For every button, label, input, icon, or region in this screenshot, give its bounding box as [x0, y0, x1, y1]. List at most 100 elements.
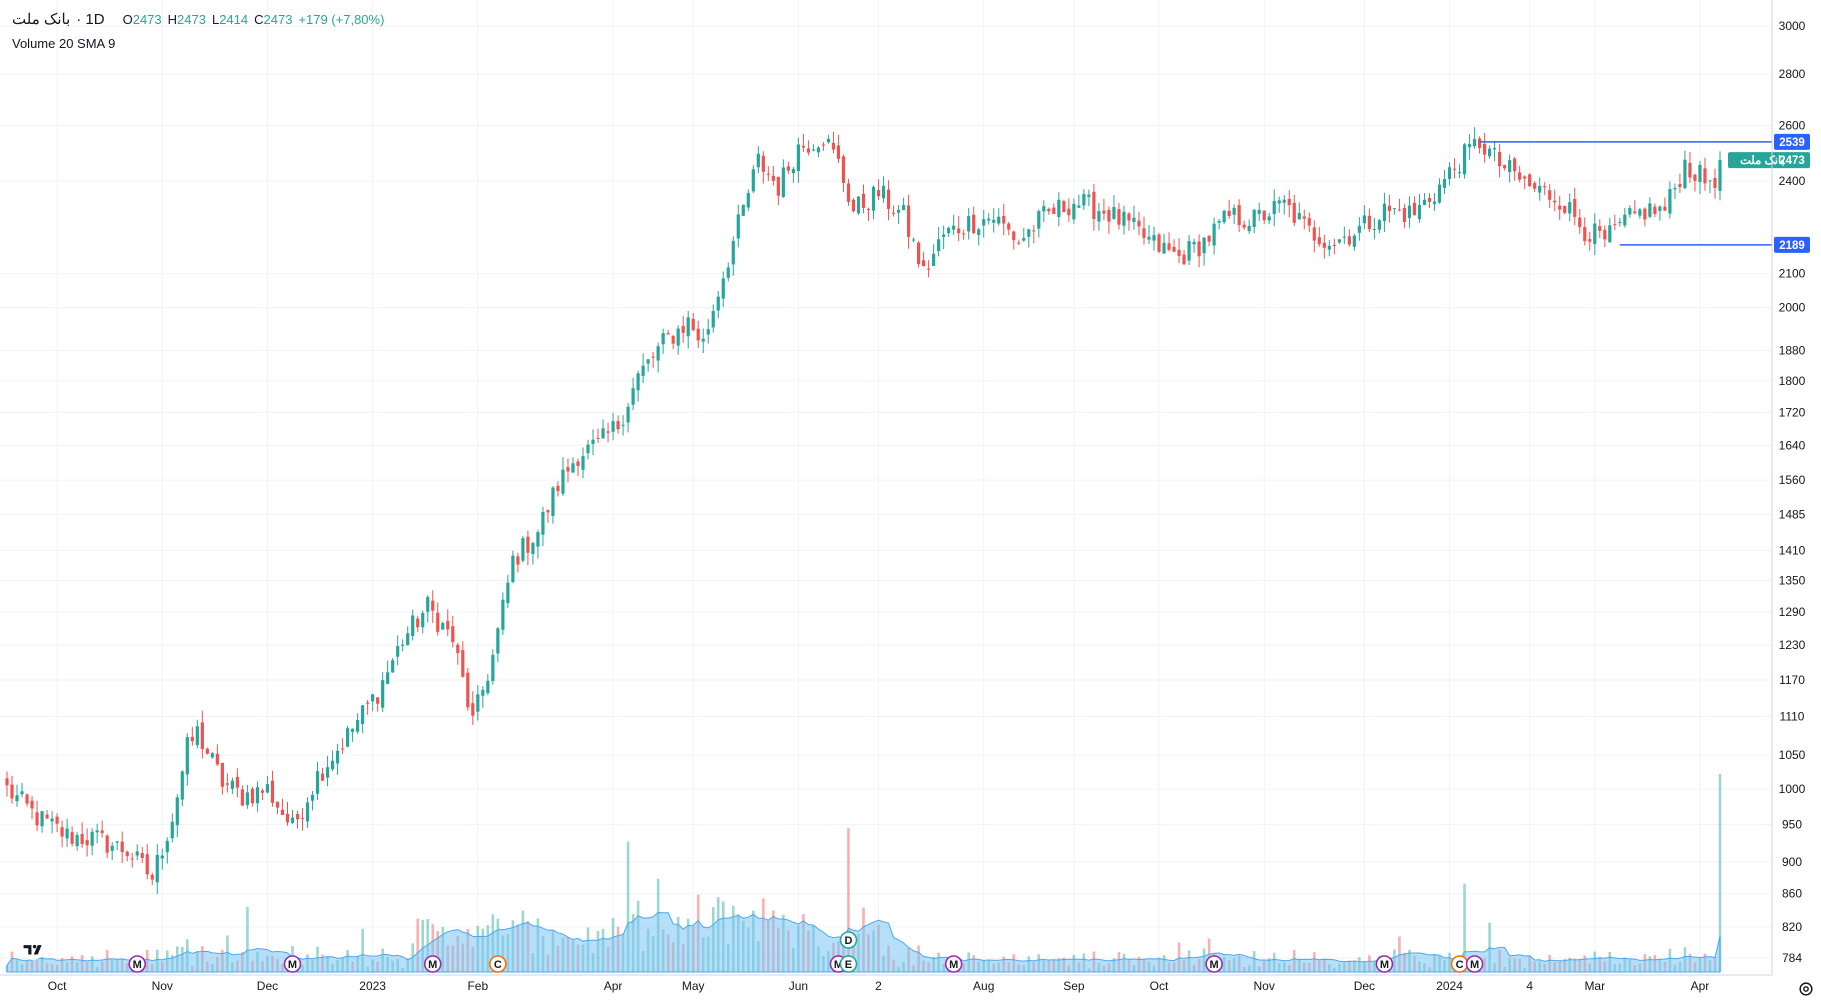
resistance-tag [1774, 133, 1810, 150]
candle [1548, 184, 1552, 209]
candle [856, 195, 861, 216]
candle [651, 352, 655, 368]
candle [1513, 156, 1517, 181]
price-tick-label: 2600 [1779, 118, 1806, 132]
last-price-tag-label: 2473 [1779, 155, 1805, 167]
candle [927, 260, 931, 278]
open-value: 2473 [132, 11, 162, 27]
svg-text:E: E [845, 959, 852, 971]
svg-text:M: M [1210, 959, 1219, 971]
price-tick-label: 784 [1782, 951, 1802, 965]
candle [165, 837, 169, 864]
interval-label[interactable]: · 1D [76, 10, 105, 28]
candle [1462, 142, 1467, 179]
candle [666, 330, 670, 335]
candle [1598, 219, 1602, 238]
candle [491, 649, 495, 685]
price-tick-label: 1485 [1779, 507, 1806, 521]
candle [997, 208, 1001, 226]
event-markers[interactable]: M M M C M EDM M M C M [128, 931, 1484, 973]
candle [391, 657, 395, 673]
price-tick-label: 820 [1782, 920, 1802, 934]
candle [356, 713, 360, 734]
candle [1402, 203, 1407, 229]
candle [746, 189, 750, 212]
volume-legend[interactable]: Volume 20 SMA 9 [12, 36, 116, 51]
candle [1177, 238, 1181, 263]
time-axis[interactable]: Oct Nov Dec 2023 Feb Apr May Jun 2 Aug Sep Oct Nov De… [0, 974, 1772, 993]
settings-gear-icon[interactable] [1797, 980, 1815, 998]
svg-text:M: M [288, 959, 297, 971]
candle [1147, 224, 1151, 245]
candle [245, 784, 250, 809]
candle [105, 834, 109, 859]
event-marker-c: C [489, 955, 507, 973]
open-label: O [122, 11, 133, 27]
candle [85, 828, 89, 857]
price-tick-label: 1050 [1779, 748, 1806, 762]
event-marker-m: M [283, 955, 302, 973]
candle [1442, 169, 1447, 194]
candle [1237, 199, 1241, 233]
time-tick-label: Apr [604, 979, 623, 993]
candle [1437, 178, 1442, 204]
volume-bar [1718, 774, 1722, 972]
candle [1042, 200, 1046, 222]
candle [1047, 207, 1051, 215]
candle [1563, 205, 1567, 215]
candle [75, 832, 79, 851]
candle [1718, 151, 1722, 201]
time-tick-label: 4 [1526, 979, 1533, 993]
candle [1072, 198, 1076, 224]
candle [275, 801, 280, 815]
candle [200, 710, 204, 759]
candle [1277, 196, 1281, 213]
price-axis[interactable]: 784 820 860 900 950 1000 1050 1110 1170 1230 1290 1… [1771, 0, 1806, 975]
candle [1457, 164, 1462, 179]
candle [937, 227, 941, 257]
candle [1603, 225, 1607, 248]
candle [1708, 180, 1712, 194]
close-label: C [254, 11, 264, 27]
candle [796, 137, 800, 183]
candle [1678, 173, 1682, 193]
candle [1202, 237, 1206, 266]
candle [1528, 173, 1532, 188]
candle [536, 529, 540, 559]
candle [756, 146, 760, 174]
candle [95, 823, 99, 844]
candle [1197, 234, 1201, 268]
candle [1207, 235, 1211, 247]
volume-bar [626, 841, 630, 972]
candle [1387, 194, 1392, 223]
candle [571, 457, 575, 473]
price-tick-label: 2100 [1779, 267, 1806, 281]
candle [1487, 145, 1492, 159]
candle [581, 447, 585, 479]
candle [260, 788, 265, 800]
tradingview-logo-icon[interactable] [18, 938, 48, 960]
volume-bar [246, 906, 249, 972]
svg-text:D: D [844, 935, 852, 947]
candle [636, 370, 640, 402]
candle [1432, 192, 1437, 211]
candle [170, 813, 174, 843]
candle [396, 635, 400, 666]
candle [1282, 195, 1286, 215]
svg-text:M: M [1380, 959, 1389, 971]
high-label: H [167, 11, 178, 27]
candle [681, 315, 685, 343]
candle [371, 693, 375, 712]
candle [305, 797, 310, 828]
candle [471, 691, 475, 725]
candle [781, 159, 785, 198]
candle [130, 853, 134, 868]
candle [626, 403, 630, 433]
symbol-name[interactable]: بانک ملت [12, 11, 71, 28]
candle [646, 358, 650, 372]
time-tick-label: 2 [875, 979, 882, 993]
event-marker-m: M [1205, 955, 1223, 973]
